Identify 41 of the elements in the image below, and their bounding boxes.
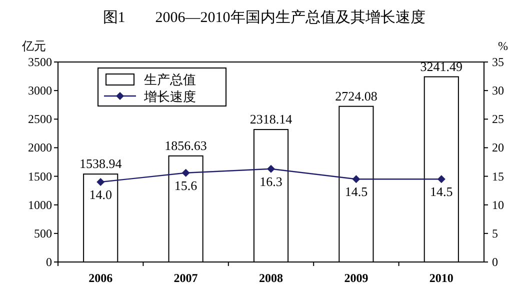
point: [182, 168, 190, 177]
title: 图1 2006—2010年国内生产总值及其增长速度: [102, 10, 426, 26]
y-tick-label: 1500: [28, 169, 52, 184]
y-axis-title: 亿元: [21, 39, 46, 53]
x-tick-label: 2010: [429, 271, 454, 285]
y2-tick-label: 0: [492, 255, 498, 269]
x-tick-label: 2007: [174, 271, 198, 285]
data-label: 2318.14: [250, 112, 293, 127]
y-tick-label: 0: [46, 255, 52, 269]
x-tick-label: 2008: [259, 271, 283, 285]
data-label: 14.5: [430, 184, 453, 200]
x-tick-label: 2006: [88, 271, 113, 285]
point: [267, 164, 275, 173]
y-tick-label: 2000: [28, 140, 52, 155]
y-tick-label: 3500: [28, 55, 52, 69]
data-label: 1538.94: [79, 156, 122, 172]
y-tick-label: 1000: [28, 198, 52, 212]
point: [437, 175, 446, 184]
y2-tick-label: 25: [492, 112, 504, 126]
data-label: 1856.63: [164, 138, 207, 153]
y-tick-label: 500: [34, 226, 52, 240]
y2-tick-label: 15: [492, 169, 504, 184]
data-label: 16.3: [260, 174, 282, 189]
x-tick-label: 2009: [344, 271, 368, 285]
y2-tick-label: 30: [492, 84, 504, 98]
data-label: 15.6: [174, 178, 198, 193]
y2-tick-label: 35: [492, 55, 504, 69]
point: [96, 178, 105, 186]
data-label: 3241.49: [420, 58, 463, 74]
data-label: 14.0: [89, 187, 112, 202]
y2-tick-label: 20: [492, 140, 504, 155]
y-tick-label: 2500: [28, 112, 52, 126]
legend-label: 增长速度: [143, 89, 196, 104]
legend-label: 生产总值: [144, 72, 196, 87]
data-label: 2724.08: [335, 88, 378, 104]
data-label: 14.5: [344, 184, 368, 200]
y2-axis-title: %: [498, 39, 508, 53]
y2-tick-label: 5: [492, 226, 498, 240]
y-tick-label: 3000: [28, 84, 52, 98]
point: [352, 175, 360, 184]
y2-tick-label: 10: [492, 198, 504, 212]
